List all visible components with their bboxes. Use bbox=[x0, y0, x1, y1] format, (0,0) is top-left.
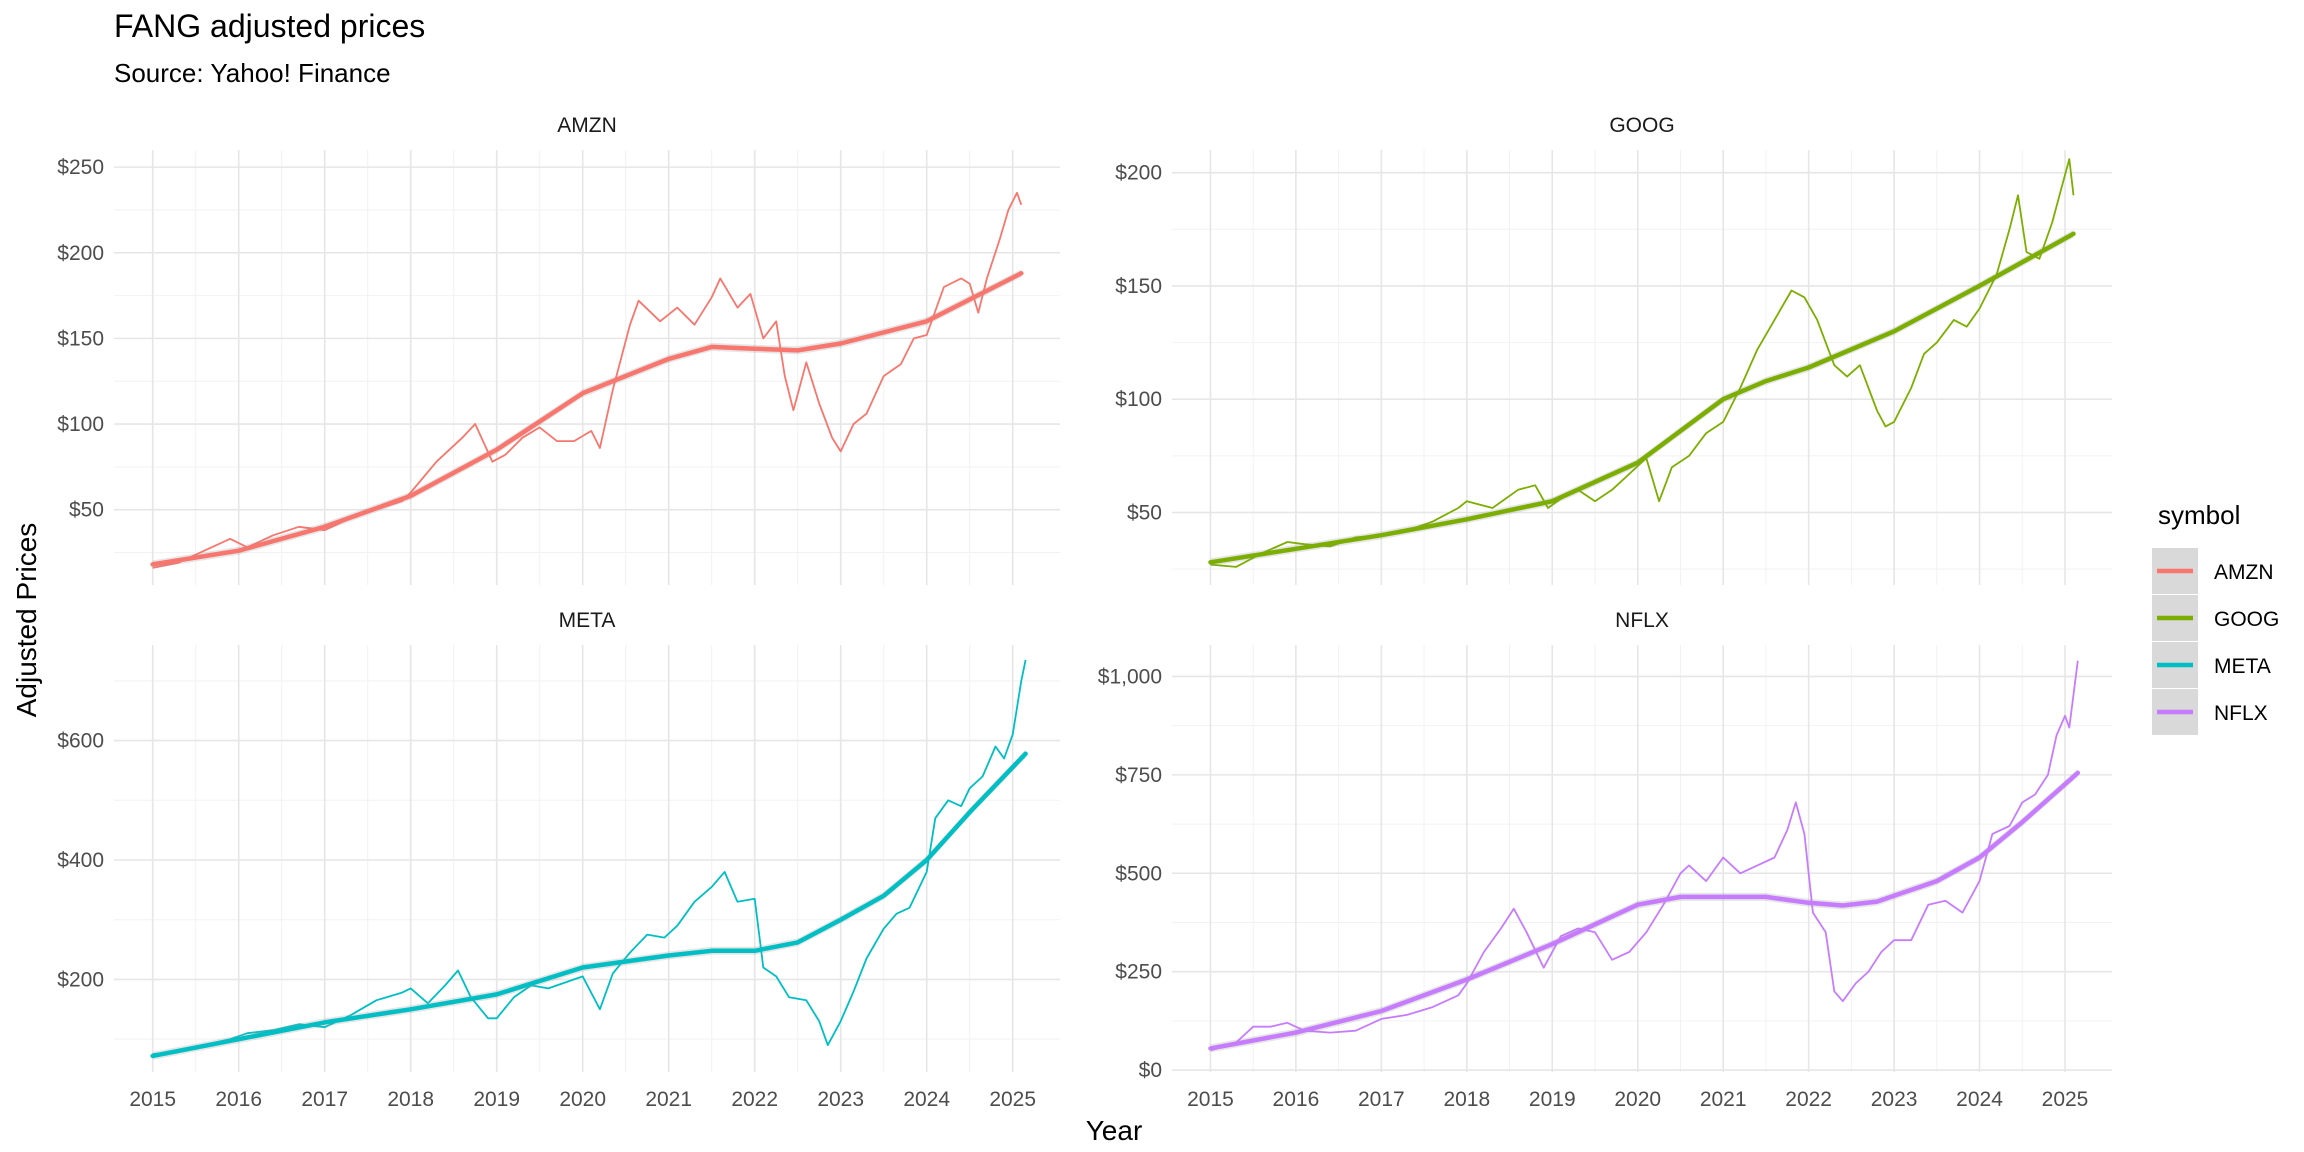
x-tick-label: 2018 bbox=[1443, 1088, 1490, 1111]
legend-label-meta: META bbox=[2214, 655, 2271, 678]
y-tick-label: $1,000 bbox=[1098, 665, 1162, 688]
y-tick-label: $200 bbox=[57, 968, 104, 991]
facet-label-nflx: NFLX bbox=[1615, 609, 1669, 632]
y-tick-label: $500 bbox=[1115, 862, 1162, 885]
x-tick-label: 2025 bbox=[989, 1088, 1036, 1111]
panel-goog: GOOG $50 $100 $150 $200 bbox=[1115, 114, 2112, 585]
x-tick-label: 2017 bbox=[1358, 1088, 1405, 1111]
x-tick-label: 2018 bbox=[387, 1088, 434, 1111]
x-axis-title: Year bbox=[1086, 1115, 1143, 1146]
price-line-nflx bbox=[1210, 660, 2079, 1052]
panel-nflx: NFLX $0 $250 $500 $750 $1,000 2015 2016 2017 2018… bbox=[1098, 609, 2112, 1111]
x-tick-label: 2016 bbox=[1273, 1088, 1320, 1111]
panels-layer: AMZN $50 $100 $150 $200 $250 GOOG $50 $100 $150 $2… bbox=[57, 114, 2112, 1111]
trend-ribbon-meta bbox=[152, 749, 1026, 1060]
x-tick-label: 2017 bbox=[301, 1088, 348, 1111]
legend: symbol AMZN GOOG META NFLX bbox=[2152, 500, 2279, 735]
trend-line-goog bbox=[1208, 231, 2076, 565]
x-tick-label: 2021 bbox=[1700, 1088, 1747, 1111]
x-tick-label: 2025 bbox=[2042, 1088, 2089, 1111]
x-tick-label: 2021 bbox=[645, 1088, 692, 1111]
x-tick-label: 2022 bbox=[731, 1088, 778, 1111]
x-tick-label: 2020 bbox=[1614, 1088, 1661, 1111]
chart-title: FANG adjusted prices bbox=[114, 8, 426, 44]
facet-label-amzn: AMZN bbox=[557, 114, 617, 137]
x-tick-label: 2015 bbox=[129, 1088, 176, 1111]
y-tick-label: $0 bbox=[1139, 1059, 1162, 1082]
facet-label-goog: GOOG bbox=[1609, 114, 1674, 137]
trend-ribbon-nflx bbox=[1210, 768, 2078, 1053]
facet-label-meta: META bbox=[559, 609, 616, 632]
trend-line-amzn bbox=[150, 271, 1024, 567]
price-line-goog bbox=[1210, 158, 2075, 568]
y-tick-label: $50 bbox=[1127, 502, 1162, 525]
trend-ribbon-amzn bbox=[152, 269, 1022, 569]
y-tick-label: $200 bbox=[57, 242, 104, 265]
y-tick-label: $100 bbox=[1115, 388, 1162, 411]
x-tick-label: 2024 bbox=[1956, 1088, 2003, 1111]
x-tick-label: 2024 bbox=[903, 1088, 950, 1111]
y-tick-label: $150 bbox=[1115, 275, 1162, 298]
y-tick-label: $50 bbox=[69, 499, 104, 522]
x-tick-label: 2023 bbox=[817, 1088, 864, 1111]
x-tick-label: 2019 bbox=[473, 1088, 520, 1111]
trend-ribbon-goog bbox=[1210, 229, 2074, 567]
x-tick-label: 2019 bbox=[1529, 1088, 1576, 1111]
y-tick-label: $750 bbox=[1115, 764, 1162, 787]
trend-line-nflx bbox=[1208, 770, 2081, 1051]
y-tick-label: $600 bbox=[57, 730, 104, 753]
y-tick-label: $250 bbox=[57, 156, 104, 179]
trend-line-meta bbox=[150, 751, 1028, 1059]
x-tick-label: 2023 bbox=[1871, 1088, 1918, 1111]
legend-label-goog: GOOG bbox=[2214, 608, 2279, 631]
panel-meta: META $200 $400 $600 2015 2016 2017 2018 2019 2020… bbox=[57, 609, 1060, 1111]
legend-label-amzn: AMZN bbox=[2214, 561, 2274, 584]
x-tick-label: 2016 bbox=[215, 1088, 262, 1111]
price-line-amzn bbox=[152, 191, 1023, 569]
chart-subtitle: Source: Yahoo! Finance bbox=[114, 58, 391, 88]
panel-amzn: AMZN $50 $100 $150 $200 $250 bbox=[57, 114, 1060, 585]
y-tick-label: $150 bbox=[57, 327, 104, 350]
x-tick-label: 2020 bbox=[559, 1088, 606, 1111]
y-tick-label: $400 bbox=[57, 849, 104, 872]
legend-label-nflx: NFLX bbox=[2214, 702, 2268, 725]
x-tick-label: 2015 bbox=[1187, 1088, 1234, 1111]
y-tick-label: $250 bbox=[1115, 961, 1162, 984]
price-line-meta bbox=[152, 659, 1027, 1055]
y-tick-label: $100 bbox=[57, 413, 104, 436]
x-tick-label: 2022 bbox=[1785, 1088, 1832, 1111]
y-tick-label: $200 bbox=[1115, 162, 1162, 185]
legend-title: symbol bbox=[2158, 500, 2240, 530]
y-axis-title: Adjusted Prices bbox=[11, 523, 42, 718]
